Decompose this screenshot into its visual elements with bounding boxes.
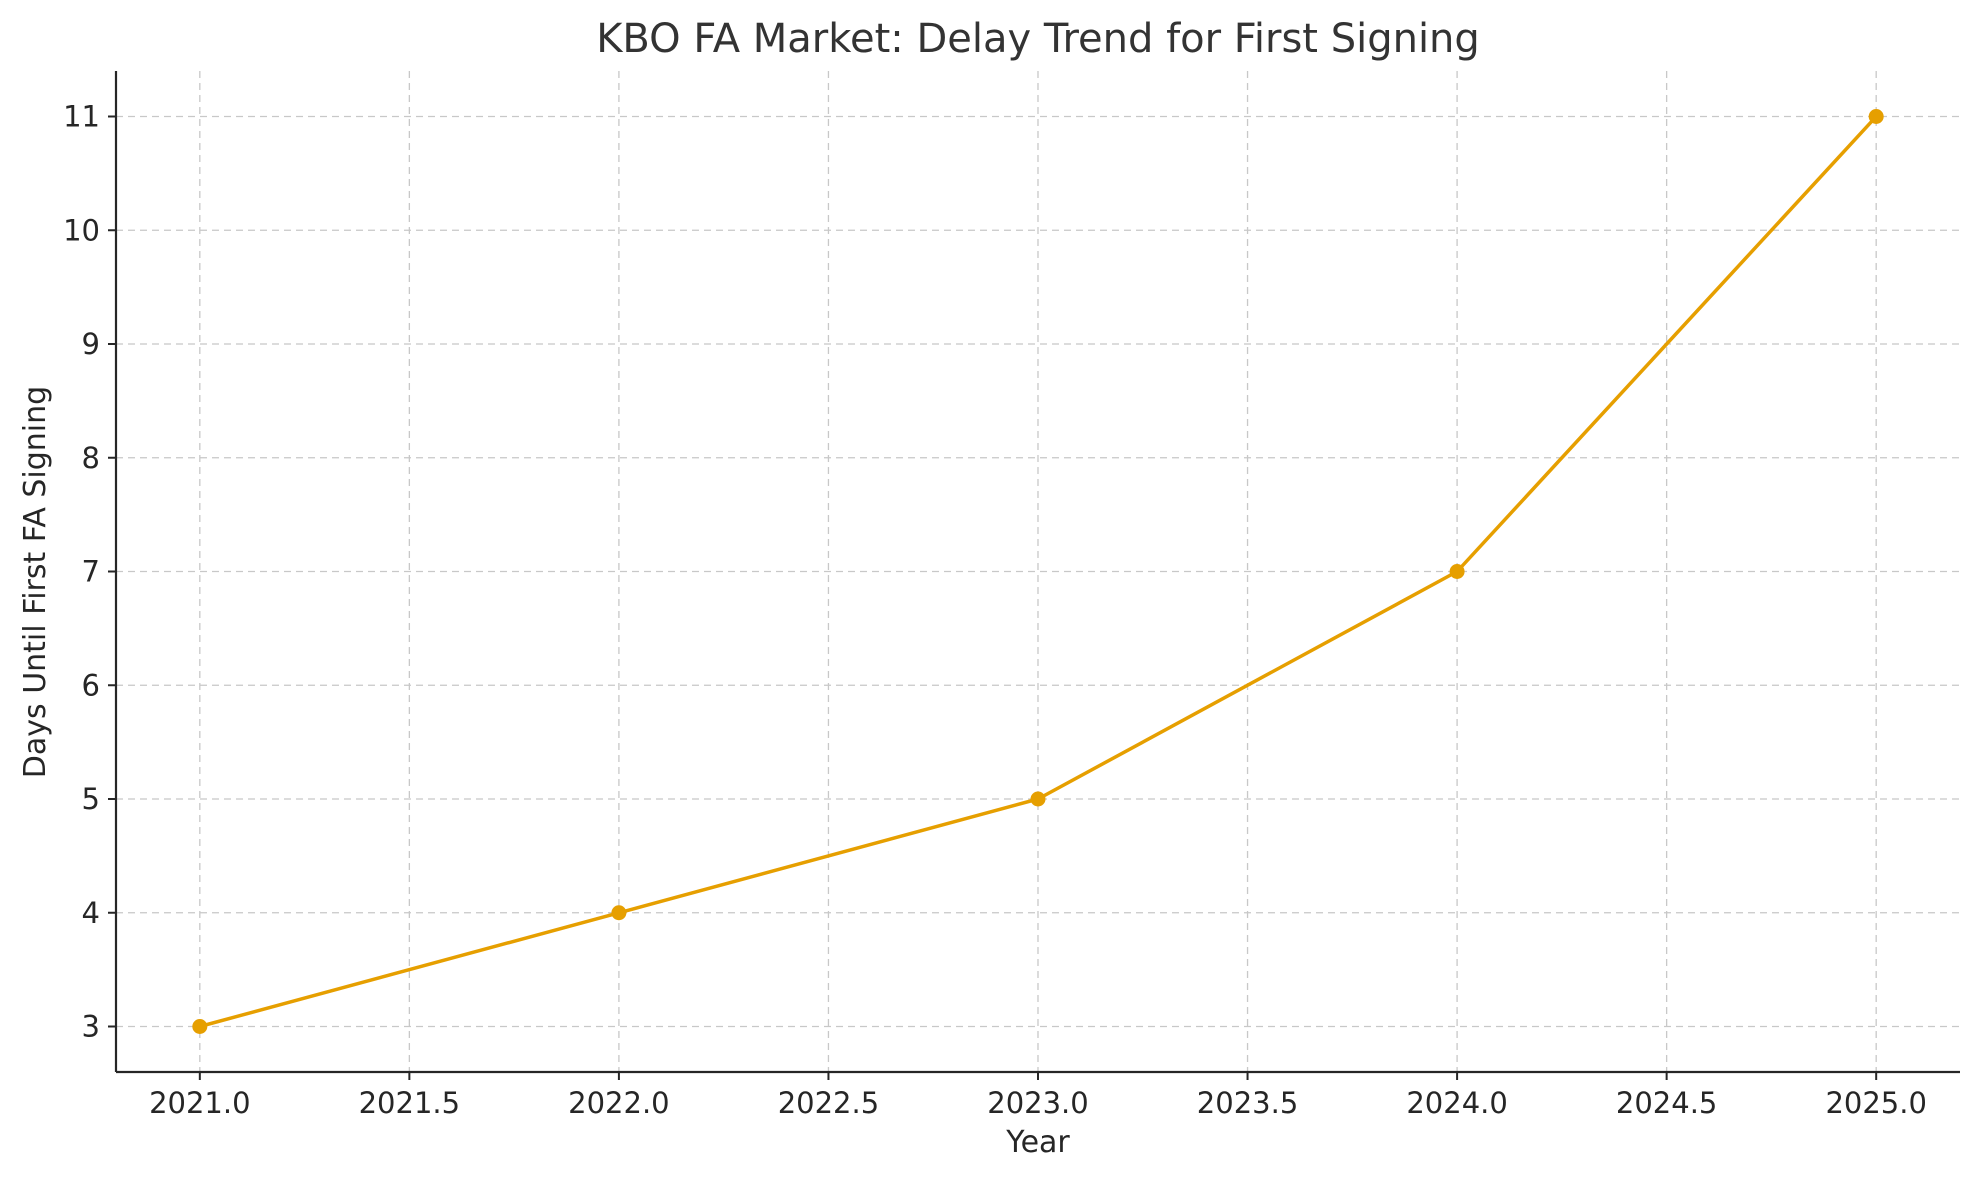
x-tick-label: 2021.0 [149,1086,250,1120]
y-tick-label: 7 [82,555,100,589]
data-point [1449,564,1465,579]
x-axis-label: Year [1005,1125,1070,1160]
x-tick-label: 2022.5 [778,1086,879,1120]
y-tick-label: 4 [82,896,100,930]
data-point [611,905,627,921]
y-tick-label: 9 [82,327,100,361]
y-tick-label: 6 [82,668,100,702]
ticks: 2021.0 2021.5 2022.0 2022.5 2023.0 2023.5 2024… [63,100,1927,1121]
y-tick-label: 8 [82,441,100,475]
x-tick-label: 2022.0 [568,1086,669,1120]
x-tick-label: 2025.0 [1825,1086,1926,1120]
y-tick-label: 5 [82,782,100,816]
data-point [1868,109,1884,124]
x-tick-label: 2021.5 [359,1086,460,1120]
x-tick-label: 2024.0 [1406,1086,1507,1120]
data-point [1030,791,1046,807]
y-tick-label: 3 [82,1010,100,1044]
y-tick-label: 10 [63,213,100,247]
series [192,109,1884,1034]
y-axis-label: Days Until First FA Signing [18,386,53,778]
data-point [192,1019,208,1034]
y-tick-label: 11 [63,100,100,134]
chart-title: KBO FA Market: Delay Trend for First Sig… [596,16,1480,62]
x-tick-label: 2023.5 [1197,1086,1298,1120]
x-tick-label: 2024.5 [1616,1086,1717,1120]
x-tick-label: 2023.0 [987,1086,1088,1120]
grid [116,71,1960,1072]
